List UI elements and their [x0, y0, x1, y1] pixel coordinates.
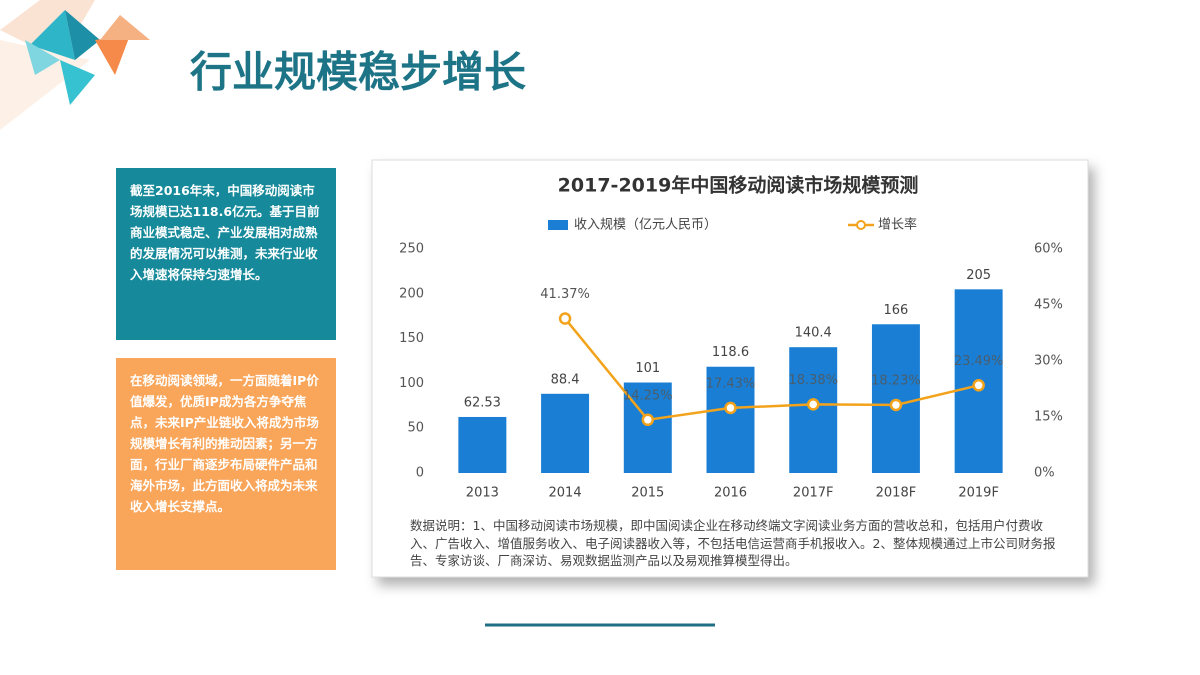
y-tick-label: 100: [399, 376, 424, 391]
line-marker: [972, 379, 985, 392]
text-box: 在移动阅读领域，一方面随着IP价值爆发，优质IP成为各方争夺焦点，未来IP产业链…: [116, 358, 336, 570]
x-tick-label: 2014: [549, 486, 582, 501]
y-tick-label: 150: [399, 331, 424, 346]
line: [564, 317, 979, 422]
data-label: 18.23%: [871, 373, 921, 388]
x-tick-label: 2019F: [958, 486, 999, 501]
x-tick-label: 2015: [631, 486, 664, 501]
slide-title: 行业规模稳步增长: [190, 48, 526, 97]
data-label: 62.53: [464, 395, 501, 410]
y-tick-label: 50: [407, 421, 424, 436]
bar: [623, 382, 672, 473]
bar: [706, 366, 755, 473]
data-label: 166: [884, 303, 909, 318]
x-tick-label: 2013: [466, 486, 499, 501]
x-tick-label: 2017F: [793, 486, 834, 501]
data-label: 101: [635, 361, 660, 376]
data-label: 41.37%: [540, 287, 590, 302]
legend-swatch: [856, 220, 866, 230]
data-label: 205: [966, 268, 991, 283]
chart-title: 2017-2019年中国移动阅读市场规模预测: [558, 174, 919, 197]
y2-tick-label: 0%: [1034, 466, 1055, 481]
x-tick-label: 2018F: [876, 486, 917, 501]
y2-tick-label: 15%: [1034, 410, 1063, 425]
y-tick-label: 250: [399, 242, 424, 257]
bar: [871, 324, 920, 473]
line-marker: [806, 398, 820, 411]
y-tick-label: 200: [399, 286, 424, 301]
legend-label: 增长率: [878, 217, 917, 233]
y2-tick-label: 45%: [1034, 298, 1063, 313]
chart-note: 数据说明：1、中国移动阅读市场规模，即中国阅读企业在移动终端文字阅读业务方面的营…: [410, 518, 1056, 568]
data-label: 17.43%: [706, 376, 756, 391]
line-marker: [889, 398, 903, 412]
data-label: 140.4: [795, 326, 832, 341]
data-label: 23.49%: [954, 354, 1004, 369]
bar: [458, 416, 507, 473]
line-marker: [558, 312, 572, 325]
decoration: [0, 0, 150, 130]
line-marker: [641, 413, 655, 427]
legend-label: 收入规模（亿元人民币）: [574, 218, 717, 233]
text-box: 截至2016年末，中国移动阅读市场规模已达118.6亿元。基于目前商业模式稳定、…: [116, 168, 336, 340]
legend-swatch: [548, 220, 568, 230]
y-tick-label: 0: [416, 466, 424, 481]
y2-tick-label: 30%: [1034, 354, 1063, 369]
data-label: 14.25%: [623, 388, 673, 403]
data-label: 18.38%: [788, 373, 838, 388]
bar: [541, 393, 590, 473]
data-label: 88.4: [551, 372, 580, 387]
y2-tick-label: 60%: [1034, 242, 1063, 257]
line-marker: [724, 401, 737, 415]
data-label: 118.6: [712, 345, 749, 360]
x-tick-label: 2016: [714, 486, 747, 501]
